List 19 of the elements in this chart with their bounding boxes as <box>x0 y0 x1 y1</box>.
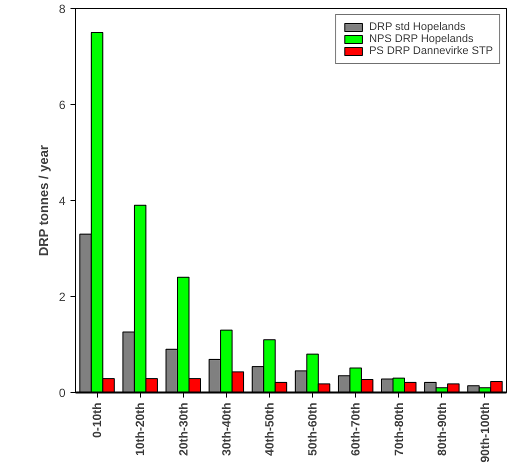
y-axis-title: DRP tonnes / year <box>36 145 51 256</box>
y-tick-label: 8 <box>58 2 66 16</box>
y-tick-label: 0 <box>58 386 66 400</box>
x-tick-label: 40th-50th <box>262 402 276 456</box>
x-tick-label: 70th-80th <box>392 402 406 456</box>
legend-label: PS DRP Dannevirke STP <box>369 45 493 57</box>
x-tick-label: 0-10th <box>90 402 104 438</box>
x-tick-label: 30th-40th <box>219 402 234 456</box>
legend-label: NPS DRP Hopelands <box>369 33 474 45</box>
x-tick-label: 20th-30th <box>176 402 190 456</box>
y-tick-label: 6 <box>58 98 66 112</box>
x-tick-label: 90th-100th <box>478 402 492 463</box>
y-tick-label: 4 <box>58 194 66 208</box>
x-tick-label: 80th-90th <box>434 402 449 456</box>
x-tick-label: 60th-70th <box>348 402 363 456</box>
y-tick-label: 2 <box>58 290 66 304</box>
x-tick-label: 50th-60th <box>306 402 320 456</box>
legend-label: DRP std Hopelands <box>369 21 466 33</box>
x-tick-label: 10th-20th <box>133 402 148 456</box>
